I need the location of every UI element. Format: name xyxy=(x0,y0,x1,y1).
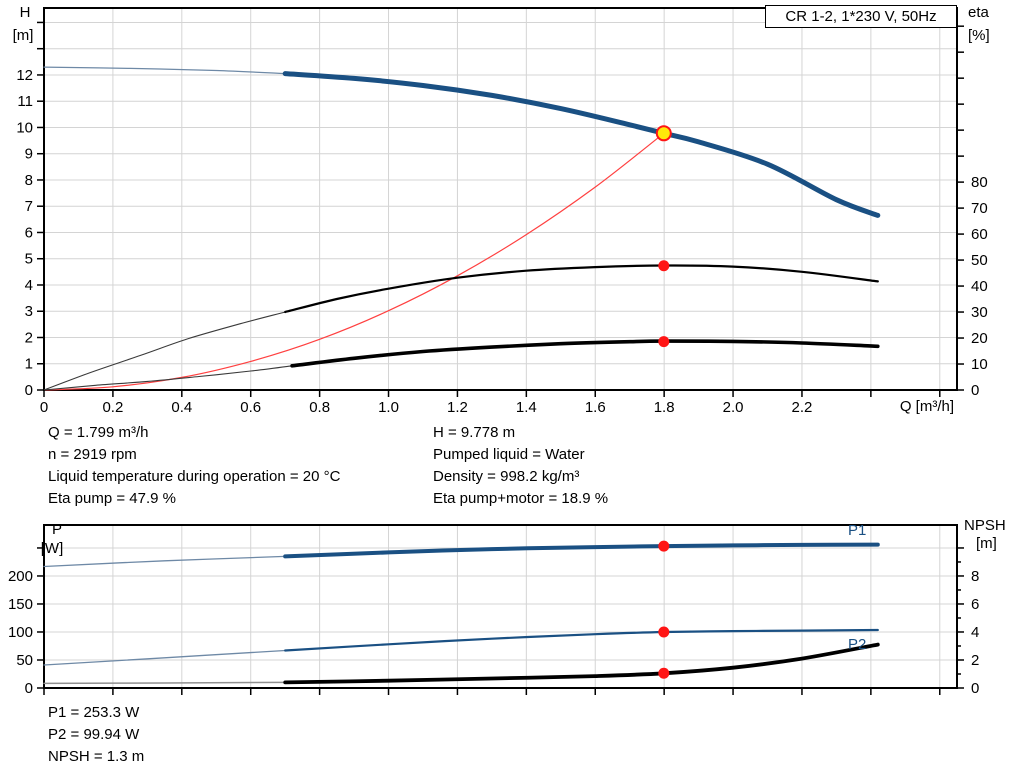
x-tick-label: 2.0 xyxy=(723,399,744,416)
x-tick-label: 2.2 xyxy=(792,399,813,416)
y-right-tick-label: 6 xyxy=(971,596,979,613)
y-left-tick-label: 50 xyxy=(16,652,33,669)
info-line: Eta pump+motor = 18.9 % xyxy=(433,490,609,507)
y-right-tick-label: 50 xyxy=(971,252,988,269)
y-left-tick-label: 150 xyxy=(8,596,33,613)
x-tick-label: 0.8 xyxy=(309,399,330,416)
x-tick-label: 1.6 xyxy=(585,399,606,416)
q-axis-label: Q [m³/h] xyxy=(899,398,954,415)
npsh-curve xyxy=(283,642,880,685)
x-tick-label: 1.0 xyxy=(378,399,399,416)
info-line: Eta pump = 47.9 % xyxy=(48,490,176,507)
y-left-tick-label: 4 xyxy=(25,277,33,294)
p2-curve xyxy=(284,628,879,652)
y-left-tick-label: 6 xyxy=(25,224,33,241)
y-left-tick-label: 200 xyxy=(8,568,33,585)
y-left-tick-label: 12 xyxy=(16,67,33,84)
y-left-tick-label: 8 xyxy=(25,172,33,189)
y-right-tick-label: 4 xyxy=(971,624,979,641)
plot-border xyxy=(43,7,958,391)
y-right-tick-label: 80 xyxy=(971,174,988,191)
npsh-duty-point xyxy=(658,667,670,679)
h-axis-unit: [m] xyxy=(12,27,34,44)
y-left-tick-label: 10 xyxy=(16,119,33,136)
info-line: Pumped liquid = Water xyxy=(433,446,585,463)
p1-duty-point xyxy=(658,540,670,552)
y-right-tick-label: 20 xyxy=(971,330,988,347)
p2-curve-lead xyxy=(43,649,286,666)
duty-point xyxy=(655,125,672,142)
plot-border xyxy=(43,524,958,689)
power-npsh-data-block: P1 = 253.3 W P2 = 99.94 W NPSH = 1.3 m xyxy=(48,702,144,768)
y-right-tick-label: 70 xyxy=(971,200,988,217)
y-left-tick-label: 3 xyxy=(25,303,33,320)
eta-pump-motor-curve-lead xyxy=(43,365,293,391)
y-right-tick-label: 40 xyxy=(971,278,988,295)
y-left-tick-label: 7 xyxy=(25,198,33,215)
pump-curve-lead xyxy=(43,66,286,75)
y-right-tick-label: 30 xyxy=(971,304,988,321)
p1-curve-label: P1 xyxy=(848,522,867,539)
eta-pump-motor-duty-point xyxy=(658,336,670,348)
y-right-tick-label: 0 xyxy=(971,680,979,697)
y-right-tick-label: 0 xyxy=(971,382,979,399)
y-left-tick-label: 9 xyxy=(25,146,33,163)
y-left-tick-label: 1 xyxy=(25,356,33,373)
info-line: H = 9.778 m xyxy=(433,424,516,441)
x-tick-label: 1.4 xyxy=(516,399,537,416)
y-left-tick-label: 11 xyxy=(17,93,33,110)
p-axis-unit: [W] xyxy=(40,540,64,557)
p2-duty-point xyxy=(658,626,670,638)
eta-pump-curve-lead xyxy=(43,311,286,391)
operating-data-right-column: H = 9.778 m Pumped liquid = Water Density … xyxy=(433,422,608,510)
info-line: Q = 1.799 m³/h xyxy=(48,424,149,441)
npsh-axis-unit: [m] xyxy=(976,535,997,552)
x-tick-label: 0.2 xyxy=(102,399,123,416)
system-curve xyxy=(43,132,665,391)
y-left-tick-label: 5 xyxy=(25,251,33,268)
info-line: n = 2919 rpm xyxy=(48,446,137,463)
info-line: Liquid temperature during operation = 20… xyxy=(48,468,341,485)
eta-pump-motor-curve xyxy=(290,339,880,368)
x-tick-label: 0 xyxy=(40,399,48,416)
info-line: P1 = 253.3 W xyxy=(48,704,140,721)
y-left-tick-label: 0 xyxy=(25,680,33,697)
p-axis-label: P xyxy=(51,521,62,538)
operating-data-left-column: Q = 1.799 m³/h n = 2919 rpm Liquid tempera… xyxy=(48,422,340,510)
p1-curve xyxy=(283,542,880,559)
info-line: Density = 998.2 kg/m³ xyxy=(433,468,580,485)
y-right-tick-label: 8 xyxy=(971,568,979,585)
chart-title-box: CR 1-2, 1*230 V, 50Hz xyxy=(765,5,957,28)
npsh-axis-label: NPSH xyxy=(964,517,1006,534)
eta-axis-label: eta xyxy=(968,4,989,21)
y-right-tick-label: 2 xyxy=(971,652,979,669)
y-left-tick-label: 100 xyxy=(8,624,33,641)
p1-curve-lead xyxy=(43,555,286,568)
y-right-tick-label: 10 xyxy=(971,356,988,373)
x-tick-label: 0.6 xyxy=(240,399,261,416)
info-line: NPSH = 1.3 m xyxy=(48,748,145,765)
y-left-tick-label: 0 xyxy=(25,382,33,399)
x-tick-label: 0.4 xyxy=(171,399,192,416)
p2-curve-label: P2 xyxy=(848,636,867,653)
x-tick-label: 1.8 xyxy=(654,399,675,416)
x-tick-label: 1.2 xyxy=(447,399,468,416)
eta-axis-unit: [%] xyxy=(968,27,990,44)
info-line: P2 = 99.94 W xyxy=(48,726,140,743)
pump-curve xyxy=(282,71,881,218)
eta-pump-curve xyxy=(284,264,879,314)
npsh-curve-lead xyxy=(43,681,286,685)
y-right-tick-label: 60 xyxy=(971,226,988,243)
h-axis-label: H xyxy=(19,4,31,21)
y-left-tick-label: 2 xyxy=(25,329,33,346)
eta-pump-duty-point xyxy=(658,260,670,272)
